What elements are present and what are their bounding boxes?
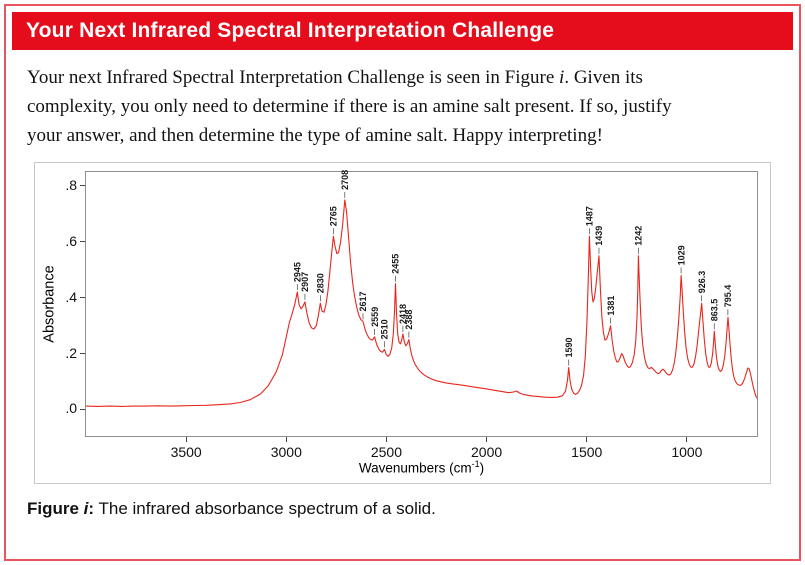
x-tick-mark (686, 437, 688, 442)
x-axis-title-sup: -1 (471, 459, 480, 469)
y-tick-label: .8 (65, 176, 77, 193)
x-tick-mark (486, 437, 488, 442)
x-tick-label: 3500 (170, 444, 202, 460)
y-tick-label: .6 (65, 232, 77, 249)
x-tick-label: 2500 (370, 444, 403, 460)
intro-line-2: complexity, you only need to determine i… (27, 96, 672, 117)
figure-caption-label: Figure i: (27, 499, 94, 518)
peak-label: 1487 (585, 206, 595, 226)
y-tick-mark (80, 185, 85, 187)
challenge-card: Your Next Infrared Spectral Interpretati… (4, 4, 801, 561)
page-title: Your Next Infrared Spectral Interpretati… (26, 19, 555, 42)
x-axis-title-close: ) (479, 460, 485, 476)
y-tick-label: .0 (65, 400, 77, 417)
intro-text-before: Your next Infrared Spectral Interpretati… (27, 67, 560, 88)
x-axis-title: Wavenumbers (cm-1) (85, 459, 758, 476)
x-tick-mark (185, 437, 187, 442)
figure-caption-prefix: Figure (27, 499, 84, 518)
peak-label: 2708 (340, 170, 350, 190)
intro-line-3: your answer, and then determine the type… (27, 125, 603, 146)
peak-label: 1242 (634, 226, 644, 246)
y-tick-label: .4 (65, 288, 77, 305)
peak-label: 2455 (391, 254, 401, 274)
peak-label: 2945 (293, 262, 303, 282)
figure-caption-colon: : (88, 499, 95, 518)
y-tick-mark (80, 408, 85, 410)
y-tick-mark (80, 241, 85, 243)
peak-label: 1590 (564, 338, 574, 358)
peak-label: 795.4 (723, 285, 733, 308)
plot-area: 2945 2907 2830 2765 2708 2617 2559 2510 2455 2418… (85, 170, 758, 437)
figure-caption-italic: i (83, 499, 89, 518)
y-tick-mark (80, 353, 85, 355)
x-tick-label: 2000 (471, 444, 503, 460)
x-tick-mark (285, 437, 287, 442)
x-tick-label: 1500 (571, 444, 603, 460)
peak-label: 2765 (329, 206, 339, 226)
y-tick-label: .2 (65, 344, 77, 361)
peak-label: 2830 (316, 273, 326, 293)
figure-panel: Absorbance 2945 2907 2830 2765 2708 2617 2559 2… (34, 162, 771, 484)
peak-label: 2907 (300, 272, 310, 292)
x-tick-mark (586, 437, 588, 442)
figure-caption: Figure i: The infrared absorbance spectr… (27, 499, 778, 519)
peak-label: 926.3 (697, 271, 707, 294)
peak-label: 2617 (358, 291, 368, 311)
y-tick-mark (80, 297, 85, 299)
intro-line-1: Your next Infrared Spectral Interpretati… (27, 63, 778, 92)
header-bar: Your Next Infrared Spectral Interpretati… (12, 12, 793, 50)
x-tick-mark (385, 437, 387, 442)
peak-label: 1439 (594, 226, 604, 246)
peak-label: 1029 (676, 245, 686, 265)
peak-label: 2418 (398, 304, 408, 324)
x-tick-label: 1000 (671, 444, 703, 460)
peak-label: 2559 (370, 307, 380, 327)
x-axis-title-main: Wavenumbers (cm (358, 460, 472, 476)
peak-label: 2510 (380, 319, 390, 339)
figure-caption-text: The infrared absorbance spectrum of a so… (94, 499, 436, 518)
x-tick-label: 3000 (270, 444, 302, 460)
spectrum-line (85, 199, 758, 407)
peak-label: 1381 (606, 296, 616, 316)
intro-paragraph: Your next Infrared Spectral Interpretati… (27, 63, 778, 150)
intro-text-after: . Given its (564, 67, 643, 88)
intro-figure-ref: i (559, 67, 565, 88)
peak-label: 2388 (404, 310, 414, 330)
peak-label: 863.5 (709, 299, 719, 322)
